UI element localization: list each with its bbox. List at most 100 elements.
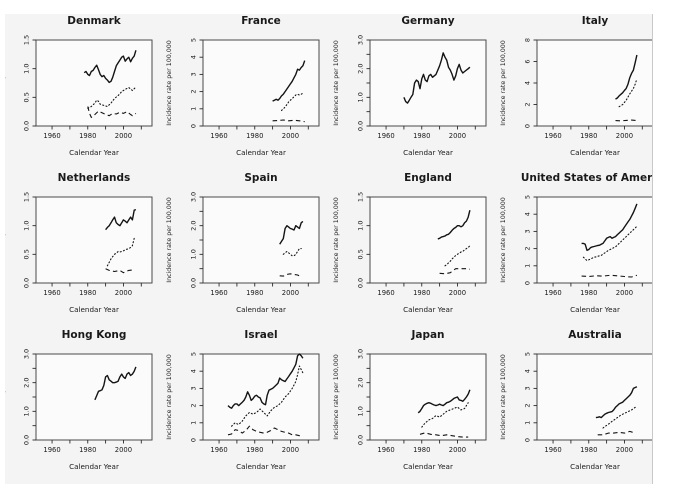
- series-dotted-line: [582, 225, 638, 262]
- x-axis-label: Calendar Year: [403, 305, 453, 314]
- y-tick-label: 0.0: [357, 435, 365, 445]
- y-tick-label: 3: [190, 72, 198, 76]
- plot-area: [202, 196, 320, 284]
- x-tick-label: 1960: [544, 289, 561, 297]
- y-tick-label: 2: [190, 404, 198, 408]
- x-tick-label: 1980: [413, 289, 430, 297]
- plot-area: [35, 196, 153, 284]
- y-tick-label: 0: [190, 438, 198, 442]
- chart-panel-hong-kong: Hong Kong 1960 1980 2000 0.0 1.0 2.0 3.0 Calenda…: [5, 329, 153, 471]
- y-tick-label: 1.0: [357, 406, 365, 416]
- y-tick-label: 1.0: [357, 92, 365, 102]
- y-tick-label: 2: [190, 90, 198, 94]
- y-axis-label: Incidence rate per 100,000: [166, 354, 173, 440]
- chart-panel-italy: Italy 1960 1980 2000 0 2 4 6 8 Calendar Year Incid…: [500, 15, 652, 157]
- series-dotted-line: [231, 365, 304, 427]
- x-tick-label: 2000: [616, 132, 633, 140]
- x-tick-label: 1960: [43, 446, 60, 454]
- x-tick-label: 1980: [246, 132, 263, 140]
- y-axis-label: Incidence rate per 100,000: [333, 354, 340, 440]
- y-tick-label: 3.0: [357, 35, 365, 45]
- series-solid-line: [105, 208, 137, 231]
- x-axis-label: Calendar Year: [403, 462, 453, 471]
- chart-title: Netherlands: [58, 172, 131, 184]
- y-tick-label: 0: [190, 124, 198, 128]
- y-tick-label: 1.0: [357, 220, 365, 230]
- y-tick-label: 1.5: [23, 192, 31, 202]
- chart-title: Spain: [244, 172, 277, 184]
- plot-area: [536, 196, 652, 284]
- y-tick-label: 0.0: [190, 278, 198, 288]
- x-tick-label: 1960: [544, 132, 561, 140]
- plot-area: [202, 39, 320, 127]
- chart-panel-netherlands: Netherlands 1960 1980 2000 0.0 0.5 1.0 1.5 Calen…: [5, 172, 153, 314]
- x-tick-label: 1960: [210, 446, 227, 454]
- x-tick-label: 2000: [115, 446, 132, 454]
- chart-panel-spain: Spain 1960 1980 2000 0.0 1.0 2.0 3.0 Calendar Ye…: [166, 172, 320, 314]
- y-tick-label: 0.0: [23, 435, 31, 445]
- series-dashed-line: [439, 268, 470, 275]
- plot-area: [35, 39, 153, 127]
- chart-panel-japan: Japan 1960 1980 2000 0.0 1.0 2.0 3.0 Calendar Ye…: [333, 329, 487, 471]
- y-tick-label: 1: [190, 421, 198, 425]
- series-dotted-line: [602, 406, 636, 429]
- x-tick-label: 2000: [449, 132, 466, 140]
- y-tick-label: 8: [524, 38, 532, 42]
- y-axis-label: Incidence rate per 100,000: [333, 40, 340, 126]
- chart-title: Israel: [244, 329, 277, 341]
- y-tick-label: 2: [524, 247, 532, 251]
- x-axis-label: Calendar Year: [236, 462, 286, 471]
- x-tick-label: 2000: [616, 446, 633, 454]
- x-tick-label: 2000: [282, 446, 299, 454]
- series-solid-line: [272, 60, 306, 102]
- y-tick-label: 1.0: [190, 249, 198, 259]
- x-tick-label: 1980: [246, 289, 263, 297]
- chart-title: Denmark: [67, 15, 122, 27]
- chart-panel-france: France 1960 1980 2000 0 1 2 3 4 5 Calendar Year Inc…: [166, 15, 320, 157]
- x-tick-label: 1980: [413, 446, 430, 454]
- series-dotted-line: [87, 86, 137, 109]
- chart-panel-australia: Australia 1960 1980 2000 0 1 2 3 4 5 Calendar Year…: [500, 329, 652, 471]
- y-tick-label: 3: [524, 386, 532, 390]
- x-tick-label: 2000: [115, 132, 132, 140]
- chart-title: Australia: [568, 329, 621, 341]
- y-tick-label: 1: [524, 421, 532, 425]
- y-tick-label: 1.5: [357, 192, 365, 202]
- y-tick-label: 1.0: [23, 220, 31, 230]
- x-axis-label: Calendar Year: [69, 148, 119, 157]
- x-tick-label: 1980: [246, 446, 263, 454]
- y-tick-label: 2: [524, 404, 532, 408]
- y-axis-label: Incidence rate per 100,000: [166, 197, 173, 283]
- series-solid-line: [595, 386, 638, 419]
- x-tick-label: 2000: [282, 289, 299, 297]
- y-tick-label: 4: [190, 55, 198, 59]
- x-tick-label: 1980: [413, 132, 430, 140]
- x-axis-label: Calendar Year: [236, 148, 286, 157]
- x-axis-label: Calendar Year: [69, 305, 119, 314]
- x-tick-label: 1960: [544, 446, 561, 454]
- x-tick-label: 1960: [377, 446, 394, 454]
- y-tick-label: 3: [190, 386, 198, 390]
- series-dashed-line: [419, 432, 469, 438]
- plot-area: [369, 196, 487, 284]
- series-dashed-line: [615, 119, 637, 122]
- y-tick-label: 3.0: [23, 349, 31, 359]
- y-axis-label: Incidence rate per 100,000: [5, 354, 6, 440]
- y-tick-label: 5: [524, 352, 532, 356]
- y-tick-label: 1.0: [23, 63, 31, 73]
- y-axis-label: Incidence rate per 100,000: [500, 197, 507, 283]
- plot-area: [536, 353, 652, 441]
- chart-panel-united-states-of-america: United States of America 1960 1980 2000 0 1 2 3…: [500, 172, 652, 314]
- series-dashed-line: [227, 425, 304, 438]
- y-tick-label: 2.0: [357, 377, 365, 387]
- x-axis-label: Calendar Year: [69, 462, 119, 471]
- x-tick-label: 1960: [43, 289, 60, 297]
- x-tick-label: 1960: [43, 132, 60, 140]
- x-tick-label: 1980: [580, 289, 597, 297]
- plot-area: [536, 39, 652, 127]
- x-axis-label: Calendar Year: [570, 305, 620, 314]
- y-tick-label: 1.0: [23, 406, 31, 416]
- y-tick-label: 0.0: [23, 278, 31, 288]
- y-tick-label: 2.0: [190, 220, 198, 230]
- x-axis-label: Calendar Year: [570, 462, 620, 471]
